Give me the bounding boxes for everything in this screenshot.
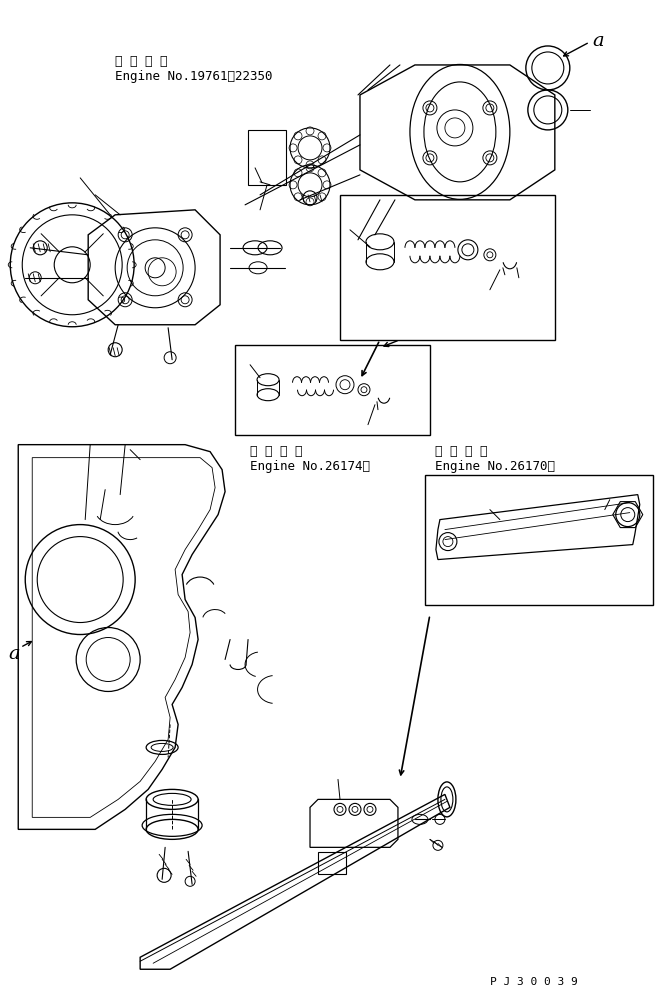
Text: 適 用 号 機: 適 用 号 機 [115, 55, 168, 68]
Text: a: a [593, 32, 604, 50]
Text: 適 用 号 機: 適 用 号 機 [250, 445, 303, 457]
Text: Engine No.19761～22350: Engine No.19761～22350 [115, 70, 273, 83]
Text: Engine No.26174～: Engine No.26174～ [250, 459, 370, 472]
Text: a: a [8, 644, 20, 662]
Text: Engine No.26170～: Engine No.26170～ [435, 459, 555, 472]
Bar [340, 195, 555, 340]
Bar [318, 852, 346, 874]
Text: P J 3 0 0 3 9: P J 3 0 0 3 9 [490, 977, 578, 987]
Text: 適 用 号 機: 適 用 号 機 [435, 445, 487, 457]
Bar [235, 345, 430, 435]
Bar [425, 474, 653, 605]
Bar [248, 130, 286, 185]
